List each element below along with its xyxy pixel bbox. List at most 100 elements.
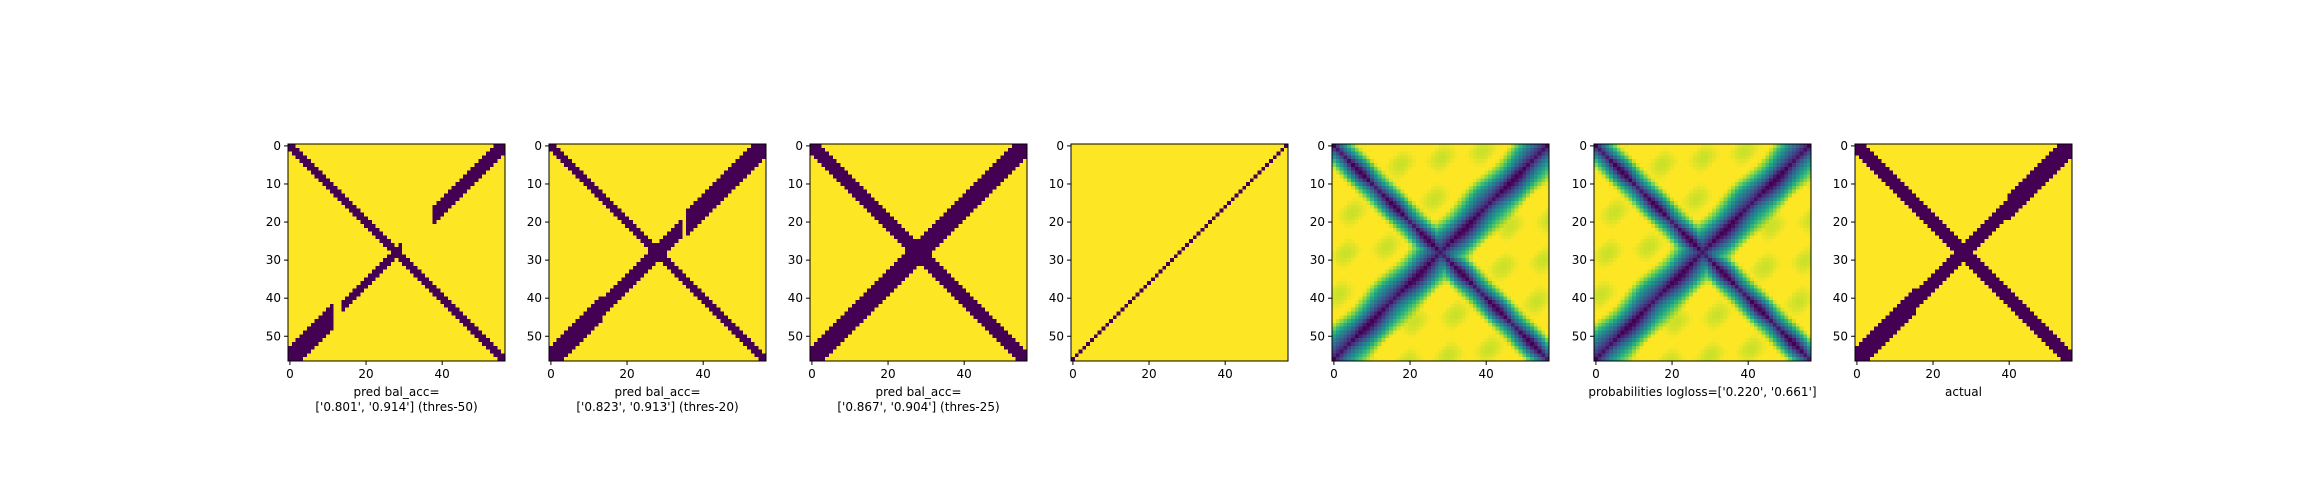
heatmap-cell xyxy=(288,166,308,172)
heatmap-cell xyxy=(1696,155,1701,160)
heatmap-cell xyxy=(1389,300,1394,305)
heatmap-cell xyxy=(1507,151,1512,156)
heatmap-cell xyxy=(901,242,940,248)
heatmap-cell xyxy=(1347,174,1352,179)
heatmap-cell xyxy=(288,170,312,175)
heatmap-cell xyxy=(1351,151,1356,156)
heatmap-cell xyxy=(1354,155,1360,160)
heatmap-cell xyxy=(1480,185,1485,191)
heatmap-cell xyxy=(1776,235,1808,240)
heatmap-cell xyxy=(1358,338,1363,343)
heatmap-cell xyxy=(1624,246,1629,251)
heatmap-cell xyxy=(1335,334,1341,339)
heatmap-cell xyxy=(628,216,687,221)
heatmap-cell xyxy=(1514,201,1519,206)
heatmap-cell xyxy=(379,273,415,278)
heatmap-cell xyxy=(501,349,506,354)
heatmap-cell xyxy=(1332,174,1337,179)
heatmap-cell xyxy=(1385,254,1390,259)
heatmap-cell xyxy=(1450,208,1455,213)
heatmap-cell xyxy=(1727,250,1732,255)
heatmap-cell xyxy=(1347,197,1352,202)
heatmap-cell xyxy=(1727,242,1732,248)
heatmap-cell xyxy=(1480,216,1485,221)
heatmap-cell xyxy=(1795,216,1800,221)
heatmap-cell xyxy=(1400,326,1405,331)
heatmap-cell xyxy=(1450,326,1455,331)
heatmap-cell xyxy=(1347,212,1352,217)
heatmap-cell xyxy=(1354,212,1360,217)
heatmap-cell xyxy=(1495,166,1500,172)
heatmap-cell xyxy=(1628,170,1633,175)
heatmap-cell xyxy=(1389,307,1394,312)
heatmap-cell xyxy=(1442,193,1447,198)
heatmap-cell xyxy=(1230,197,1236,202)
heatmap-cell xyxy=(1427,319,1432,324)
heatmap-cell xyxy=(1450,322,1455,328)
heatmap-cell xyxy=(1150,281,1289,286)
heatmap-cell xyxy=(1377,334,1382,339)
heatmap-cell xyxy=(1354,239,1360,244)
heatmap-cell xyxy=(1400,330,1405,335)
heatmap-cell xyxy=(1015,166,1028,172)
heatmap-cell xyxy=(1427,277,1432,282)
heatmap-cell xyxy=(1609,220,1614,225)
heatmap-cell xyxy=(1408,292,1413,297)
heatmap-cell xyxy=(1628,178,1633,183)
heatmap-cell xyxy=(1453,357,1459,362)
heatmap-cell xyxy=(1339,338,1344,343)
heatmap-cell xyxy=(1651,185,1656,191)
heatmap-cell xyxy=(1529,258,1535,263)
heatmap-cell xyxy=(1389,212,1394,217)
heatmap-cell xyxy=(1476,307,1481,312)
heatmap-cell xyxy=(1499,163,1504,168)
heatmap-cell xyxy=(1776,159,1781,164)
heatmap-cell xyxy=(832,155,1001,160)
heatmap-cell xyxy=(1514,204,1519,210)
heatmap-cell xyxy=(1541,265,1546,271)
heatmap-cell xyxy=(1545,147,1550,153)
heatmap-cell xyxy=(1795,155,1800,160)
heatmap-cell xyxy=(1434,170,1439,175)
heatmap-cell xyxy=(1746,159,1751,164)
heatmap-cell xyxy=(1499,220,1504,225)
heatmap-cell xyxy=(1715,159,1732,164)
heatmap-cell xyxy=(1765,220,1770,225)
heatmap-cell xyxy=(1624,170,1629,175)
heatmap-cell xyxy=(1362,345,1367,350)
heatmap-cell xyxy=(1784,227,1800,232)
heatmap-cell xyxy=(1347,208,1352,213)
heatmap-cell xyxy=(1750,239,1762,244)
heatmap-cell xyxy=(1385,273,1390,278)
heatmap-cell xyxy=(1658,193,1663,198)
heatmap-cell xyxy=(1522,166,1527,172)
y-tick-label: 40 xyxy=(266,291,281,305)
heatmap-cell xyxy=(1628,144,1698,149)
heatmap-cell xyxy=(497,345,506,350)
heatmap-cell xyxy=(1499,303,1504,309)
heatmap-cell xyxy=(1696,231,1701,236)
heatmap-cell xyxy=(1514,345,1519,350)
heatmap-cell xyxy=(1472,204,1478,210)
heatmap-cell xyxy=(1526,349,1531,354)
heatmap-cell xyxy=(1423,269,1428,274)
heatmap-cell xyxy=(1185,246,1289,251)
heatmap-cell xyxy=(810,345,838,350)
heatmap-cell xyxy=(1446,201,1455,206)
heatmap-cell xyxy=(844,338,997,343)
heatmap-cell xyxy=(1347,353,1352,358)
heatmap-cell xyxy=(1430,242,1436,248)
heatmap-cell xyxy=(1450,349,1455,354)
heatmap-cell xyxy=(1430,353,1436,358)
heatmap-cell xyxy=(1347,144,1352,149)
heatmap-cell xyxy=(288,159,300,164)
heatmap-cell xyxy=(1351,307,1356,312)
x-axis-label: pred bal_acc= xyxy=(353,385,439,399)
heatmap-cell xyxy=(1518,258,1527,263)
heatmap-cell xyxy=(1472,262,1478,267)
heatmap-cell xyxy=(1411,326,1417,331)
heatmap-cell xyxy=(1366,159,1371,164)
heatmap-cell xyxy=(905,227,929,232)
heatmap-cell xyxy=(1396,330,1401,335)
heatmap-cell xyxy=(1772,208,1778,213)
